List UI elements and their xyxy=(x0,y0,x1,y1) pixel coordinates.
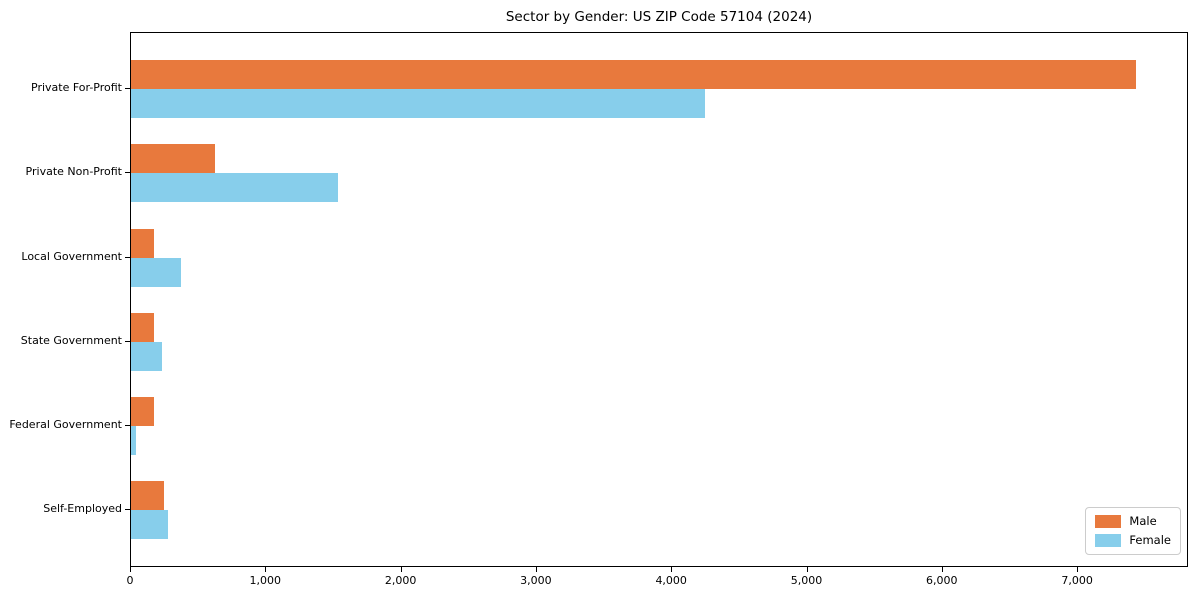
x-tick-label-5000: 5,000 xyxy=(790,574,823,587)
y-tick-label-self-employed: Self-Employed xyxy=(43,502,122,516)
x-tick-label-6000: 6,000 xyxy=(926,574,958,587)
y-tick-label-private-for-profit: Private For-Profit xyxy=(31,81,122,95)
y-tick-label-private-non-profit: Private Non-Profit xyxy=(25,165,122,179)
x-tick-mark-2000 xyxy=(400,567,402,572)
x-tick-label-7000: 7,000 xyxy=(1061,574,1093,587)
plot-area: Male Female xyxy=(130,32,1188,567)
y-tick-mark-federal-government xyxy=(125,424,130,426)
x-tick-label-0: 0 xyxy=(126,574,134,587)
chart-title: Sector by Gender: US ZIP Code 57104 (202… xyxy=(505,9,813,25)
bar-male-state-government xyxy=(131,312,154,342)
legend-item-male: Male xyxy=(1095,515,1171,528)
y-tick-mark-self-employed xyxy=(125,509,130,511)
bar-female-local-government xyxy=(131,257,182,287)
bar-male-self-employed xyxy=(131,481,164,511)
bar-female-private-for-profit xyxy=(131,89,706,119)
x-tick-mark-0 xyxy=(130,567,131,572)
bar-male-local-government xyxy=(131,228,154,258)
x-tick-mark-6000 xyxy=(941,567,943,572)
y-tick-label-federal-government: Federal Government xyxy=(9,417,122,431)
legend-item-female: Female xyxy=(1095,534,1171,547)
bar-male-private-non-profit xyxy=(131,144,215,174)
bar-male-private-for-profit xyxy=(131,60,1137,90)
y-tick-label-local-government: Local Government xyxy=(21,249,122,263)
male-series-swatch xyxy=(1095,515,1122,528)
bar-female-private-non-profit xyxy=(131,173,338,203)
x-tick-label-1000: 1,000 xyxy=(249,574,282,587)
y-tick-mark-private-non-profit xyxy=(125,172,130,174)
x-tick-label-4000: 4,000 xyxy=(655,574,687,587)
x-tick-mark-4000 xyxy=(671,567,673,572)
bar-female-federal-government xyxy=(131,425,137,455)
legend-label-male: Male xyxy=(1129,514,1157,528)
bar-male-federal-government xyxy=(131,396,154,426)
y-tick-mark-state-government xyxy=(125,340,130,342)
legend: Male Female xyxy=(1085,507,1181,555)
y-tick-mark-local-government xyxy=(125,256,130,258)
x-tick-mark-3000 xyxy=(535,567,537,572)
x-tick-label-3000: 3,000 xyxy=(520,574,552,587)
bar-female-self-employed xyxy=(131,510,169,540)
x-tick-label-2000: 2,000 xyxy=(384,574,417,587)
bar-female-state-government xyxy=(131,341,163,371)
x-tick-mark-7000 xyxy=(1077,567,1079,572)
female-series-swatch xyxy=(1095,534,1122,547)
x-tick-mark-1000 xyxy=(265,567,267,572)
legend-label-female: Female xyxy=(1129,533,1171,547)
x-tick-mark-5000 xyxy=(806,567,808,572)
y-tick-label-state-government: State Government xyxy=(20,333,122,347)
y-tick-mark-private-for-profit xyxy=(125,88,130,90)
